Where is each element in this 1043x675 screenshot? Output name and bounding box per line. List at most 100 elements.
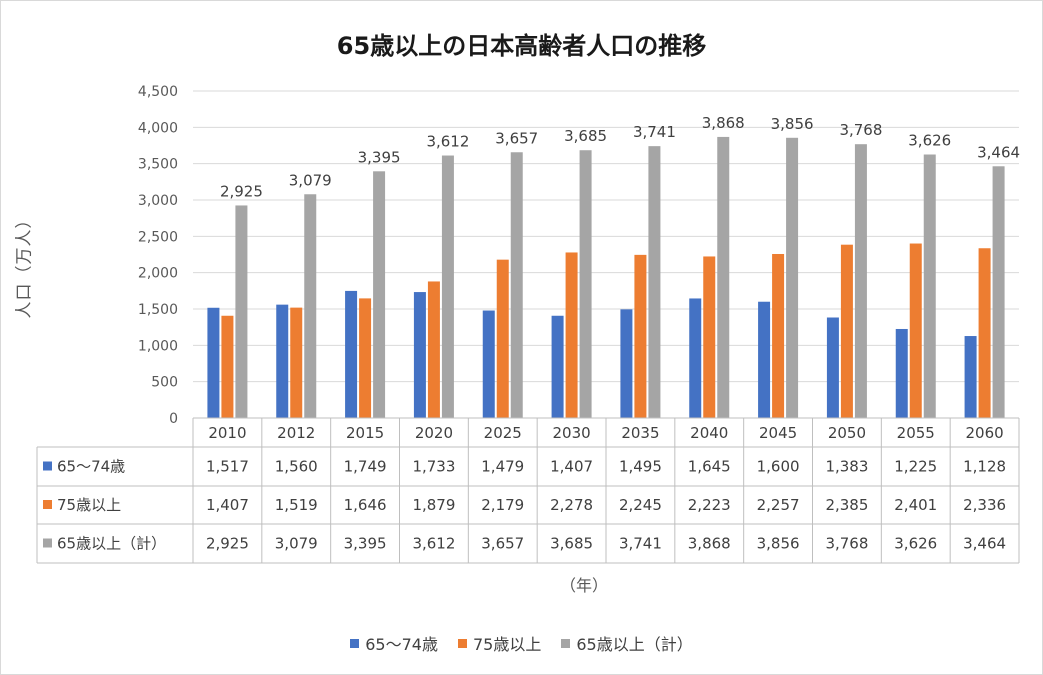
bar-series-0 [758,301,771,418]
bar-series-0 [551,315,564,418]
bar-series-1 [772,253,785,418]
table-cell: 2,223 [688,496,731,514]
legend-swatch-series-1 [457,638,467,648]
bar-series-1 [978,248,991,418]
table-legend-key-series-2 [43,538,52,548]
data-label: 3,741 [633,123,676,141]
table-cell: 1,517 [206,458,249,476]
table-cell: 3,612 [412,535,455,553]
table-cell: 3,626 [894,535,937,553]
table-cell: 2,179 [481,496,524,514]
bar-series-0 [207,307,220,418]
table-cell: 3,741 [619,535,662,553]
bar-series-1 [703,256,716,418]
y-tick-label: 1,000 [138,338,178,354]
data-label: 3,768 [839,121,882,139]
table-cell: 3,657 [481,535,524,553]
table-cell: 1,479 [481,458,524,476]
y-tick-label: 2,000 [138,266,178,282]
data-label: 2,925 [220,182,263,200]
bar-series-0 [964,336,977,418]
bar-series-1 [427,281,440,418]
bar-series-2 [441,155,454,418]
legend-item-series-0: 65～74歳 [350,631,438,655]
bar-series-2 [854,144,867,418]
table-cell: 3,685 [550,535,593,553]
data-label: 3,395 [358,148,401,166]
bar-series-1 [290,307,303,418]
category-label: 2060 [965,424,1003,442]
legend-label-series-2: 65歳以上（計） [576,635,693,654]
y-tick-label: 4,500 [138,84,178,100]
data-label: 3,657 [495,129,538,147]
legend-label-series-0: 65～74歳 [365,635,438,654]
bar-series-0 [276,304,289,418]
bar-series-1 [840,244,853,418]
table-cell: 2,245 [619,496,662,514]
bar-series-2 [579,150,592,418]
table-cell: 2,385 [825,496,868,514]
table-cell: 3,395 [344,535,387,553]
table-cell: 1,645 [688,458,731,476]
bar-series-1 [634,254,647,418]
bar-series-2 [648,146,661,419]
legend: 65～74歳 75歳以上 65歳以上（計） [0,631,1043,655]
table-cell: 1,560 [275,458,318,476]
table-cell: 3,856 [757,535,800,553]
category-label: 2010 [208,424,246,442]
data-label: 3,856 [771,115,814,133]
category-label: 2015 [346,424,384,442]
bar-series-0 [620,309,633,418]
table-cell: 1,733 [412,458,455,476]
category-label: 2040 [690,424,728,442]
category-label: 2025 [484,424,522,442]
category-label: 2030 [552,424,590,442]
category-label: 2045 [759,424,797,442]
table-legend-key-series-1 [43,500,52,509]
bar-series-2 [992,166,1005,418]
category-label: 2020 [415,424,453,442]
data-label: 3,464 [977,143,1020,161]
legend-item-series-1: 75歳以上 [457,631,541,655]
category-label: 2050 [828,424,866,442]
table-cell: 3,464 [963,535,1006,553]
category-label: 2035 [621,424,659,442]
bar-series-1 [221,315,234,418]
bar-series-1 [359,298,372,418]
table-row-label-series-0: 65～74歳 [57,458,125,476]
table-cell: 1,879 [412,496,455,514]
table-cell: 2,925 [206,535,249,553]
table-cell: 3,079 [275,535,318,553]
x-axis-label: （年） [560,576,609,595]
y-tick-label: 1,500 [138,302,178,318]
bar-series-2 [304,194,317,418]
bar-series-0 [895,328,908,418]
table-cell: 1,128 [963,458,1006,476]
legend-swatch-series-2 [561,638,571,648]
bar-series-2 [235,205,248,418]
table-cell: 2,336 [963,496,1006,514]
bar-series-0 [826,317,839,418]
table-cell: 1,407 [206,496,249,514]
bar-series-2 [373,171,386,418]
table-cell: 1,495 [619,458,662,476]
table-cell: 1,646 [344,496,387,514]
table-cell: 2,257 [757,496,800,514]
bar-series-2 [786,137,799,418]
y-tick-label: 2,500 [138,229,178,245]
table-cell: 2,278 [550,496,593,514]
category-label: 2055 [897,424,935,442]
legend-item-series-2: 65歳以上（計） [561,631,693,655]
chart-title: 65歳以上の日本高齢者人口の推移 [336,32,707,60]
bar-series-0 [689,298,702,418]
category-label: 2012 [277,424,315,442]
bar-series-1 [909,243,922,418]
data-label: 3,079 [289,171,332,189]
y-tick-label: 4,000 [138,120,178,136]
bar-series-2 [923,154,936,418]
bar-series-0 [482,310,495,418]
table-cell: 1,749 [344,458,387,476]
table-cell: 1,383 [825,458,868,476]
table-cell: 3,768 [825,535,868,553]
table-cell: 1,225 [894,458,937,476]
